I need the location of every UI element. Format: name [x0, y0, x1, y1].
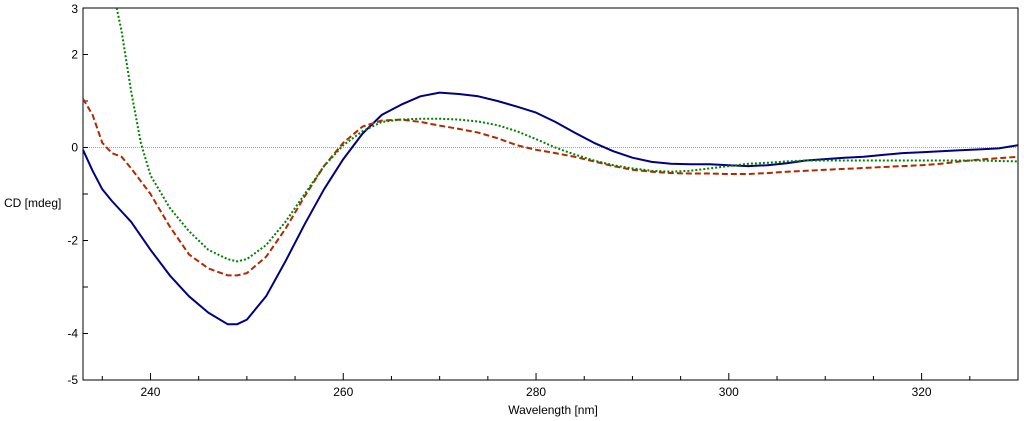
y-axis-label: CD [mdeg] [4, 196, 61, 210]
plot-area-group [82, 7, 1019, 381]
x-tick-label: 240 [140, 385, 160, 399]
x-axis-label: Wavelength [nm] [508, 403, 598, 417]
y-tick-label: -2 [67, 234, 78, 248]
y-tick-label: 0 [71, 141, 78, 155]
x-axis-ticks: 240 260 280 300 320 [101, 373, 1019, 399]
series-line-1 [82, 91, 1019, 326]
y-axis-ticks: 3 2 0 -2 -4 -5 [67, 2, 88, 387]
y-tick-label: 3 [71, 2, 78, 16]
series-lines [82, 7, 1019, 326]
plot-frame [82, 7, 1019, 381]
x-tick-label: 300 [719, 385, 739, 399]
y-tick-label: -5 [67, 373, 78, 387]
y-tick-label: 2 [71, 48, 78, 62]
series-line-2 [82, 98, 1019, 277]
x-tick-label: 320 [912, 385, 932, 399]
y-tick-label: -4 [67, 327, 78, 341]
x-tick-label: 260 [333, 385, 353, 399]
x-tick-label: 280 [526, 385, 546, 399]
